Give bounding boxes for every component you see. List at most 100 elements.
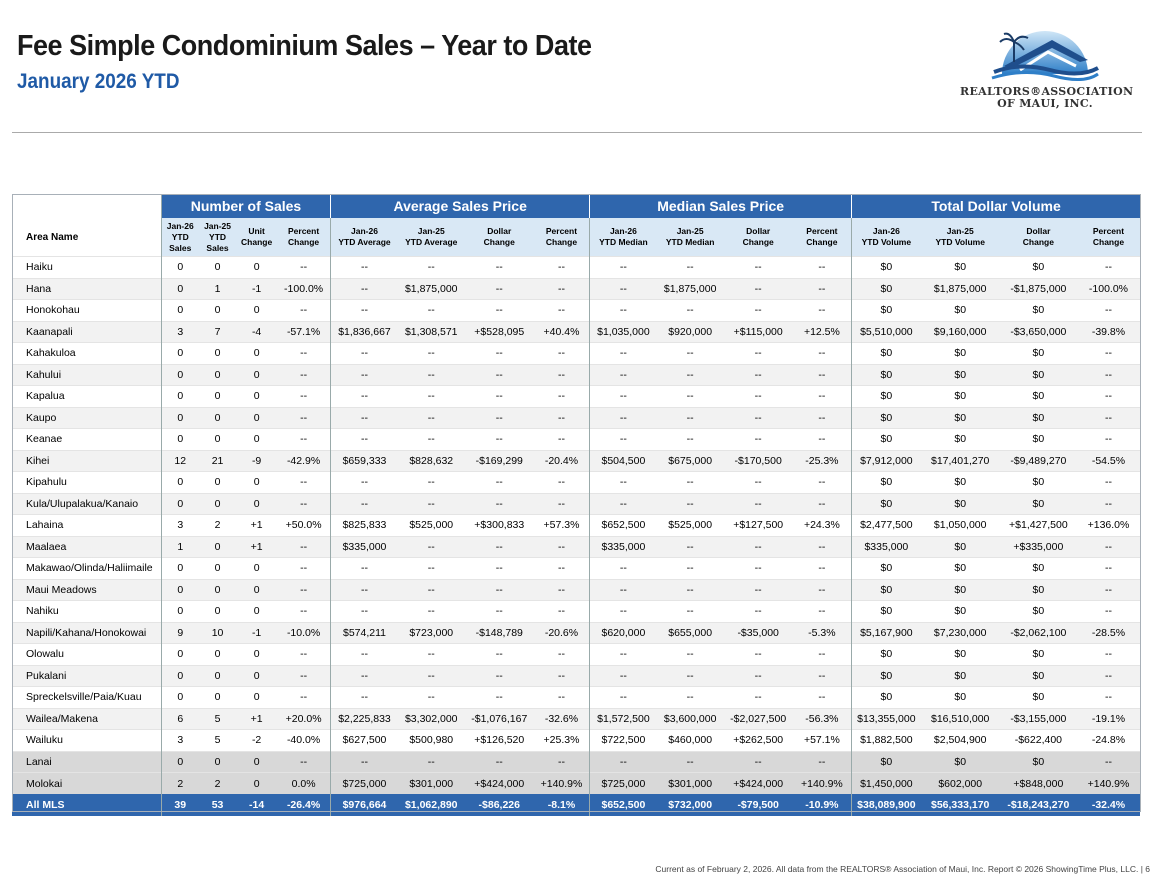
value-cell: 0 <box>236 686 277 708</box>
value-cell: -- <box>656 471 724 493</box>
value-cell: 2 <box>198 772 237 794</box>
area-name-cell: Kapalua <box>12 385 162 407</box>
value-cell: -- <box>464 578 534 601</box>
value-cell: -- <box>276 299 331 321</box>
value-cell: -- <box>330 600 398 622</box>
value-cell: 0 <box>236 385 277 407</box>
value-cell: -- <box>656 686 724 708</box>
value-cell: 7 <box>198 320 237 343</box>
value-cell: $732,000 <box>656 794 724 816</box>
value-cell: -- <box>276 406 331 429</box>
value-cell: -32.4% <box>1076 794 1140 816</box>
value-cell: -- <box>533 578 590 601</box>
value-cell: -$622,400 <box>999 729 1077 751</box>
area-name-cell: Maui Meadows <box>12 578 162 601</box>
value-cell: $460,000 <box>656 729 724 751</box>
value-cell: $0 <box>851 342 921 364</box>
column-header: Jan-26 YTD Average <box>330 218 398 257</box>
area-name-cell: Spreckelsville/Paia/Kuau <box>12 686 162 708</box>
column-header: Jan-26 YTD Sales <box>160 218 199 257</box>
value-cell: $3,302,000 <box>397 707 465 730</box>
value-cell: -- <box>723 664 793 687</box>
value-cell: -- <box>397 643 465 665</box>
value-cell: -$9,489,270 <box>999 449 1077 472</box>
area-name-cell: Kaupo <box>12 406 162 429</box>
value-cell: -- <box>464 471 534 493</box>
value-cell: -- <box>533 277 590 300</box>
value-cell: -- <box>276 256 331 278</box>
value-cell: $0 <box>851 686 921 708</box>
area-name-cell: Honokohau <box>12 299 162 321</box>
value-cell: 0 <box>160 600 199 622</box>
value-cell: -32.6% <box>533 707 590 730</box>
value-cell: $0 <box>999 299 1077 321</box>
value-cell: -- <box>589 492 657 515</box>
group-header-median-sales-price: Median Sales Price <box>589 194 852 218</box>
area-name-cell: Kahakuloa <box>12 342 162 364</box>
value-cell: +$528,095 <box>464 320 534 343</box>
value-cell: -- <box>276 578 331 601</box>
value-cell: $1,572,500 <box>589 707 657 730</box>
value-cell: -- <box>723 406 793 429</box>
value-cell: 0.0% <box>276 772 331 794</box>
value-cell: -- <box>589 750 657 773</box>
value-cell: 0 <box>198 664 237 687</box>
table-row: Nahiku 0 0 0 -- -- -- -- -- -- -- -- -- $0 $0 $0 -- <box>12 600 1140 622</box>
value-cell: -10.0% <box>276 621 331 644</box>
value-cell: 0 <box>160 578 199 601</box>
table-row: Maalaea 1 0 +1 -- $335,000 -- -- -- $335,000 -- -- -… <box>12 535 1140 558</box>
value-cell: $0 <box>999 664 1077 687</box>
value-cell: -- <box>533 471 590 493</box>
value-cell: -- <box>397 385 465 407</box>
value-cell: -- <box>397 256 465 278</box>
value-cell: -- <box>723 557 793 579</box>
value-cell: +25.3% <box>533 729 590 751</box>
value-cell: $722,500 <box>589 729 657 751</box>
column-header: Dollar Change <box>723 218 793 257</box>
value-cell: $0 <box>851 578 921 601</box>
table-row: Spreckelsville/Paia/Kuau 0 0 0 -- -- -- -- -- -- -… <box>12 686 1140 708</box>
value-cell: -- <box>330 299 398 321</box>
value-cell: -- <box>533 664 590 687</box>
value-cell: 0 <box>160 643 199 665</box>
value-cell: -- <box>276 385 331 407</box>
table-row: Kahakuloa 0 0 0 -- -- -- -- -- -- -- -- -- $0 $0 $0 -- <box>12 342 1140 364</box>
value-cell: -- <box>533 428 590 450</box>
value-cell: -- <box>792 750 852 773</box>
value-cell: -- <box>656 578 724 601</box>
value-cell: -- <box>723 256 793 278</box>
value-cell: -- <box>276 664 331 687</box>
value-cell: $301,000 <box>656 772 724 794</box>
value-cell: -- <box>276 750 331 773</box>
value-cell: -- <box>276 686 331 708</box>
value-cell: -- <box>533 385 590 407</box>
value-cell: -- <box>464 363 534 386</box>
value-cell: -- <box>533 750 590 773</box>
value-cell: -$148,789 <box>464 621 534 644</box>
value-cell: 0 <box>236 557 277 579</box>
value-cell: -- <box>464 385 534 407</box>
value-cell: -$18,243,270 <box>999 794 1077 816</box>
area-name-cell: Lanai <box>12 750 162 773</box>
area-name-cell: Wailuku <box>12 729 162 751</box>
value-cell: +$424,000 <box>464 772 534 794</box>
value-cell: -- <box>792 256 852 278</box>
column-header: Percent Change <box>1076 218 1140 257</box>
value-cell: 1 <box>160 535 199 558</box>
value-cell: -- <box>533 600 590 622</box>
value-cell: -- <box>464 750 534 773</box>
value-cell: $1,875,000 <box>656 277 724 300</box>
value-cell: -- <box>656 600 724 622</box>
value-cell: -- <box>397 492 465 515</box>
value-cell: +$126,520 <box>464 729 534 751</box>
group-header-total-dollar-volume: Total Dollar Volume <box>851 194 1140 218</box>
value-cell: 0 <box>236 578 277 601</box>
value-cell: $0 <box>999 342 1077 364</box>
value-cell: 0 <box>198 406 237 429</box>
value-cell: $0 <box>851 557 921 579</box>
value-cell: +24.3% <box>792 514 852 536</box>
value-cell: 5 <box>198 729 237 751</box>
value-cell: 0 <box>198 535 237 558</box>
value-cell: 3 <box>160 729 199 751</box>
value-cell: $920,000 <box>656 320 724 343</box>
